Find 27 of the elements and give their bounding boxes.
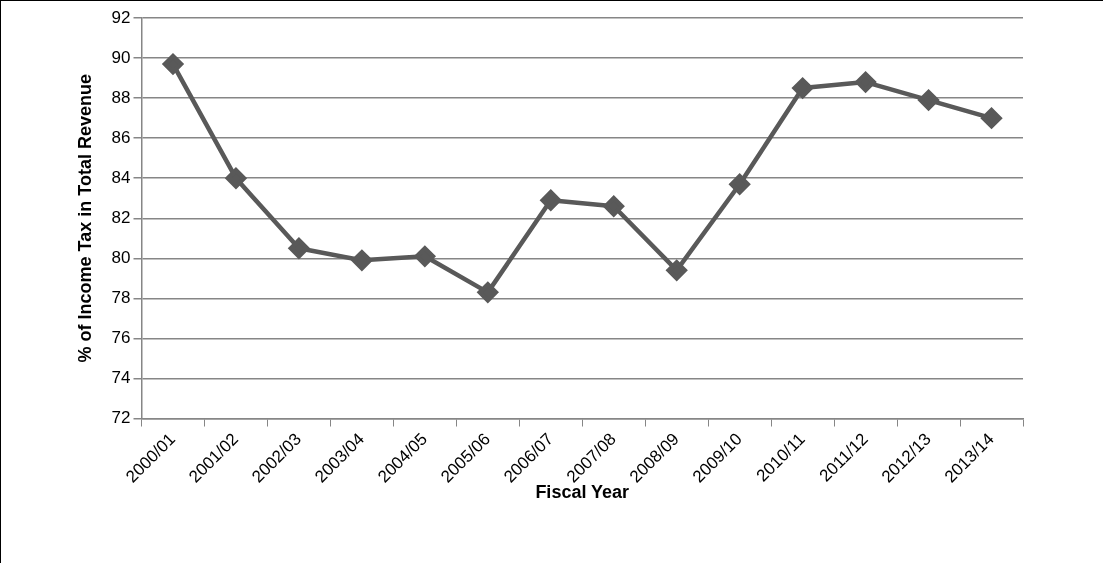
y-tick-label: 92 xyxy=(111,7,131,27)
point xyxy=(981,107,1002,129)
y-tick-label: 88 xyxy=(111,87,131,107)
point xyxy=(162,53,184,75)
y-tick-label: 72 xyxy=(111,408,131,428)
y-tick-label: 76 xyxy=(111,328,131,348)
point xyxy=(666,260,687,281)
y-axis-title: % of Income Tax in Total Revenue xyxy=(74,74,95,363)
point xyxy=(477,282,499,303)
point xyxy=(288,238,310,259)
y-tick-label: 90 xyxy=(111,47,131,67)
point xyxy=(792,77,813,99)
point xyxy=(225,167,247,189)
y-tick-label: 78 xyxy=(111,288,131,308)
point xyxy=(918,89,939,111)
y-tick-label: 80 xyxy=(111,248,131,267)
y-tick-label: 74 xyxy=(111,368,131,388)
y-tick-label: 82 xyxy=(111,207,131,227)
y-tick-label: 86 xyxy=(111,127,131,147)
y-tick-label: 84 xyxy=(111,167,131,187)
point xyxy=(855,71,876,93)
point xyxy=(351,250,373,271)
point xyxy=(603,196,624,217)
point xyxy=(414,246,436,267)
x-axis-title: Fiscal Year xyxy=(535,482,630,503)
point xyxy=(540,189,562,211)
point xyxy=(729,173,750,195)
